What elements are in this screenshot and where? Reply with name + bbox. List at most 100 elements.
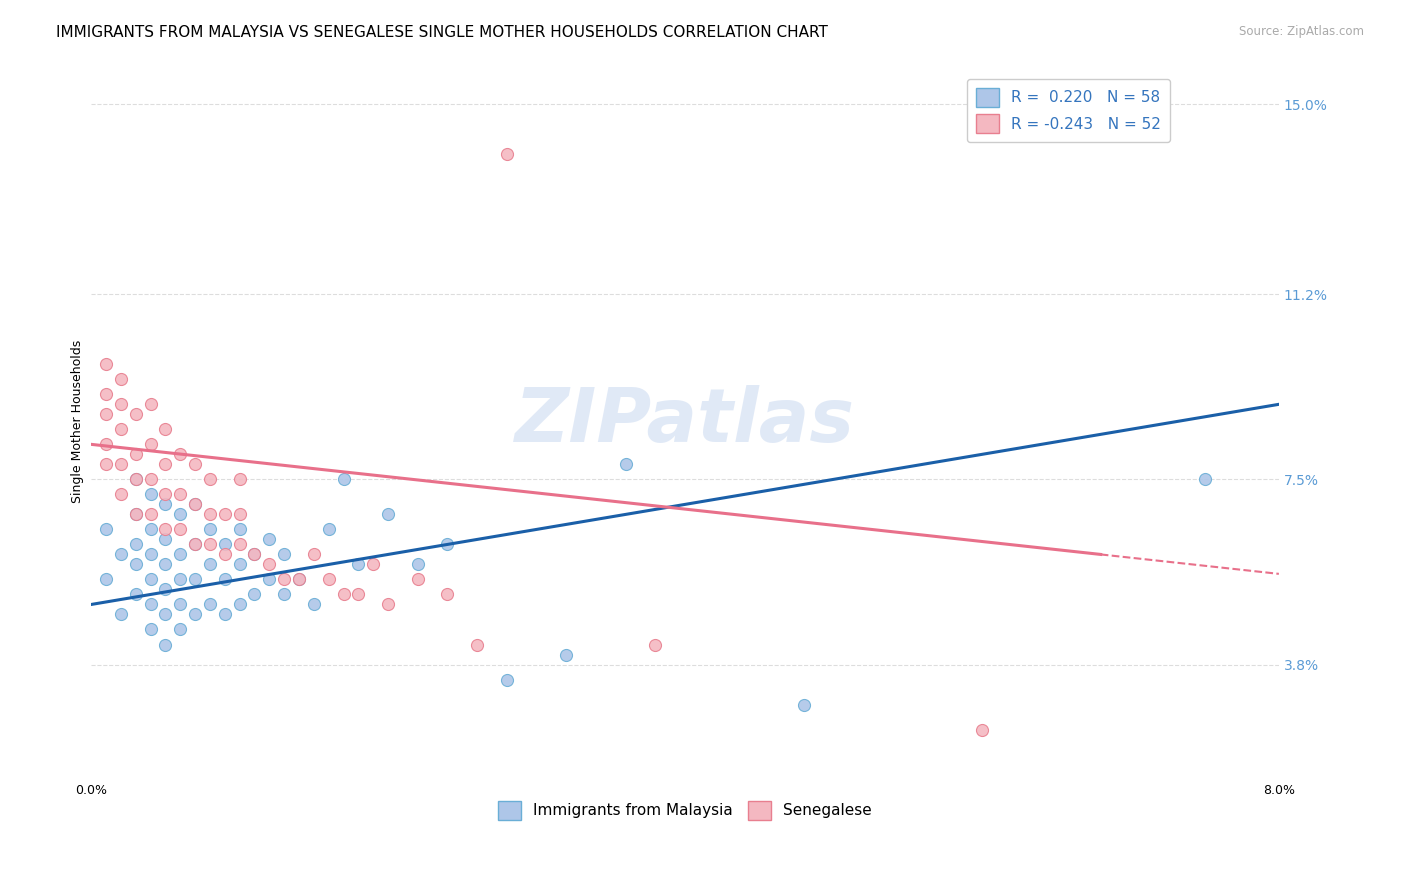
Point <box>1194 472 1216 486</box>
Point <box>214 573 236 587</box>
Point <box>125 407 148 421</box>
Point <box>259 558 281 572</box>
Point <box>155 607 177 622</box>
Point <box>110 487 132 501</box>
Point <box>94 387 117 401</box>
Point <box>302 598 325 612</box>
Point <box>94 458 117 472</box>
Point <box>288 573 311 587</box>
Point <box>228 472 250 486</box>
Point <box>110 422 132 436</box>
Point <box>169 548 191 562</box>
Point <box>155 458 177 472</box>
Point <box>139 397 162 411</box>
Point <box>110 372 132 386</box>
Text: Source: ZipAtlas.com: Source: ZipAtlas.com <box>1239 25 1364 38</box>
Point <box>436 537 458 551</box>
Y-axis label: Single Mother Households: Single Mother Households <box>72 340 84 503</box>
Point <box>228 537 250 551</box>
Point <box>169 447 191 461</box>
Point <box>198 537 221 551</box>
Point <box>377 598 399 612</box>
Point <box>377 508 399 522</box>
Point <box>184 537 207 551</box>
Point <box>198 558 221 572</box>
Point <box>139 573 162 587</box>
Point <box>555 648 578 662</box>
Point <box>332 472 354 486</box>
Text: ZIPatlas: ZIPatlas <box>515 385 855 458</box>
Point <box>228 508 250 522</box>
Point <box>214 508 236 522</box>
Point <box>94 357 117 371</box>
Point <box>125 508 148 522</box>
Point <box>155 582 177 597</box>
Point <box>614 458 637 472</box>
Point <box>169 508 191 522</box>
Point <box>169 598 191 612</box>
Point <box>94 573 117 587</box>
Point <box>139 548 162 562</box>
Point <box>184 537 207 551</box>
Point <box>184 497 207 511</box>
Point <box>288 573 311 587</box>
Point <box>228 558 250 572</box>
Point <box>125 508 148 522</box>
Point <box>169 573 191 587</box>
Point <box>496 673 519 687</box>
Point <box>155 422 177 436</box>
Point <box>139 623 162 637</box>
Point <box>169 487 191 501</box>
Point <box>347 558 370 572</box>
Point <box>125 447 148 461</box>
Point <box>243 587 266 601</box>
Point <box>347 587 370 601</box>
Point <box>110 397 132 411</box>
Point <box>198 508 221 522</box>
Point <box>259 533 281 547</box>
Point <box>110 548 132 562</box>
Point <box>273 548 295 562</box>
Point <box>139 523 162 537</box>
Point <box>139 472 162 486</box>
Point <box>155 487 177 501</box>
Point <box>198 598 221 612</box>
Point <box>259 573 281 587</box>
Point <box>302 548 325 562</box>
Point <box>184 497 207 511</box>
Point <box>243 548 266 562</box>
Legend: Immigrants from Malaysia, Senegalese: Immigrants from Malaysia, Senegalese <box>492 795 879 826</box>
Point <box>184 458 207 472</box>
Point <box>139 487 162 501</box>
Point <box>228 523 250 537</box>
Point <box>155 558 177 572</box>
Point <box>94 407 117 421</box>
Point <box>332 587 354 601</box>
Point <box>139 437 162 451</box>
Point <box>406 558 429 572</box>
Point <box>139 598 162 612</box>
Point <box>214 537 236 551</box>
Point <box>970 723 993 737</box>
Point <box>465 638 488 652</box>
Point <box>214 607 236 622</box>
Point <box>361 558 384 572</box>
Point <box>155 497 177 511</box>
Point <box>139 508 162 522</box>
Point <box>125 587 148 601</box>
Point <box>125 537 148 551</box>
Point <box>94 523 117 537</box>
Point <box>318 523 340 537</box>
Point <box>318 573 340 587</box>
Point <box>125 472 148 486</box>
Point <box>198 472 221 486</box>
Point <box>110 458 132 472</box>
Point <box>169 523 191 537</box>
Point <box>243 548 266 562</box>
Point <box>94 437 117 451</box>
Point <box>125 472 148 486</box>
Point <box>496 147 519 161</box>
Point <box>644 638 666 652</box>
Point <box>214 548 236 562</box>
Point <box>273 587 295 601</box>
